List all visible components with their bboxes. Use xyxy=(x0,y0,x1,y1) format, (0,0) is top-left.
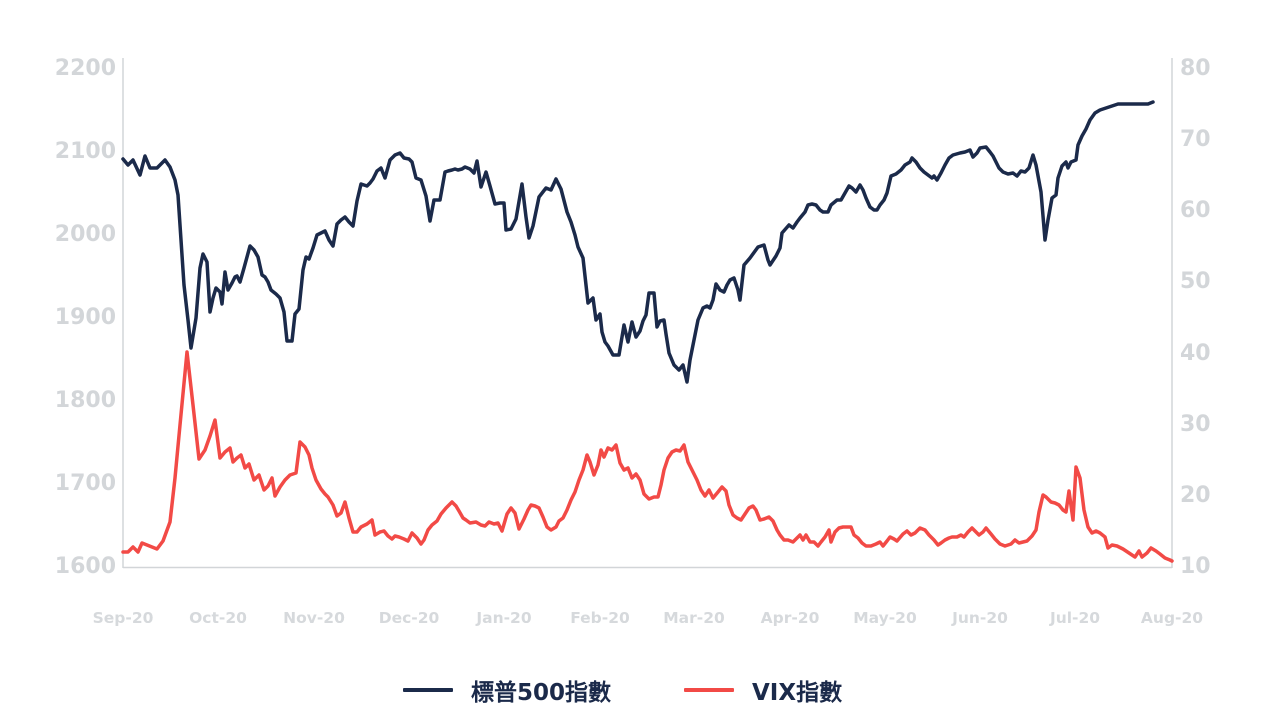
right-axis-tick: 60 xyxy=(1180,198,1211,223)
x-axis-tick: Jan-20 xyxy=(476,609,532,627)
x-axis-tick: Apr-20 xyxy=(760,609,820,627)
sp500-line xyxy=(121,100,1155,384)
x-axis-tick: Aug-20 xyxy=(1140,609,1204,627)
vix-line xyxy=(121,350,1174,563)
left-axis-tick: 1600 xyxy=(54,554,116,579)
right-axis-tick: 40 xyxy=(1180,341,1211,366)
left-axis-tick: 1900 xyxy=(54,305,116,330)
legend-swatch-vix xyxy=(684,688,734,692)
chart-legend: 標普500指數 VIX指數 xyxy=(0,670,1265,710)
left-axis-tick: 2200 xyxy=(54,56,116,81)
left-axis-tick: 2100 xyxy=(54,139,116,164)
right-axis-tick: 20 xyxy=(1180,483,1211,508)
right-axis-tick: 50 xyxy=(1180,269,1211,294)
legend-item-vix[interactable]: VIX指數 xyxy=(684,670,842,710)
x-axis-tick: Dec-20 xyxy=(378,609,440,627)
x-axis-tick: Jul-20 xyxy=(1049,609,1101,627)
left-axis-tick: 1800 xyxy=(54,388,116,413)
legend-label-vix: VIX指數 xyxy=(752,680,843,706)
left-axis-tick: 1700 xyxy=(54,471,116,496)
x-axis-tick: Sep-20 xyxy=(92,609,154,627)
legend-label-sp500: 標普500指數 xyxy=(471,680,612,706)
x-axis-tick: Nov-20 xyxy=(283,609,345,627)
x-axis-tick: Oct-20 xyxy=(189,609,247,627)
right-axis-tick: 80 xyxy=(1180,56,1211,81)
left-axis-tick: 2000 xyxy=(54,222,116,247)
x-axis-tick: Mar-20 xyxy=(663,609,725,627)
x-axis-tick: Jun-20 xyxy=(952,609,1008,627)
right-axis-tick: 70 xyxy=(1180,127,1211,152)
x-axis-tick: May-20 xyxy=(853,609,917,627)
right-axis-tick: 30 xyxy=(1180,412,1211,437)
x-axis-tick: Feb-20 xyxy=(570,609,630,627)
legend-item-sp500[interactable]: 標普500指數 xyxy=(403,670,611,710)
legend-swatch-sp500 xyxy=(403,688,453,692)
right-axis-tick: 10 xyxy=(1180,554,1211,579)
